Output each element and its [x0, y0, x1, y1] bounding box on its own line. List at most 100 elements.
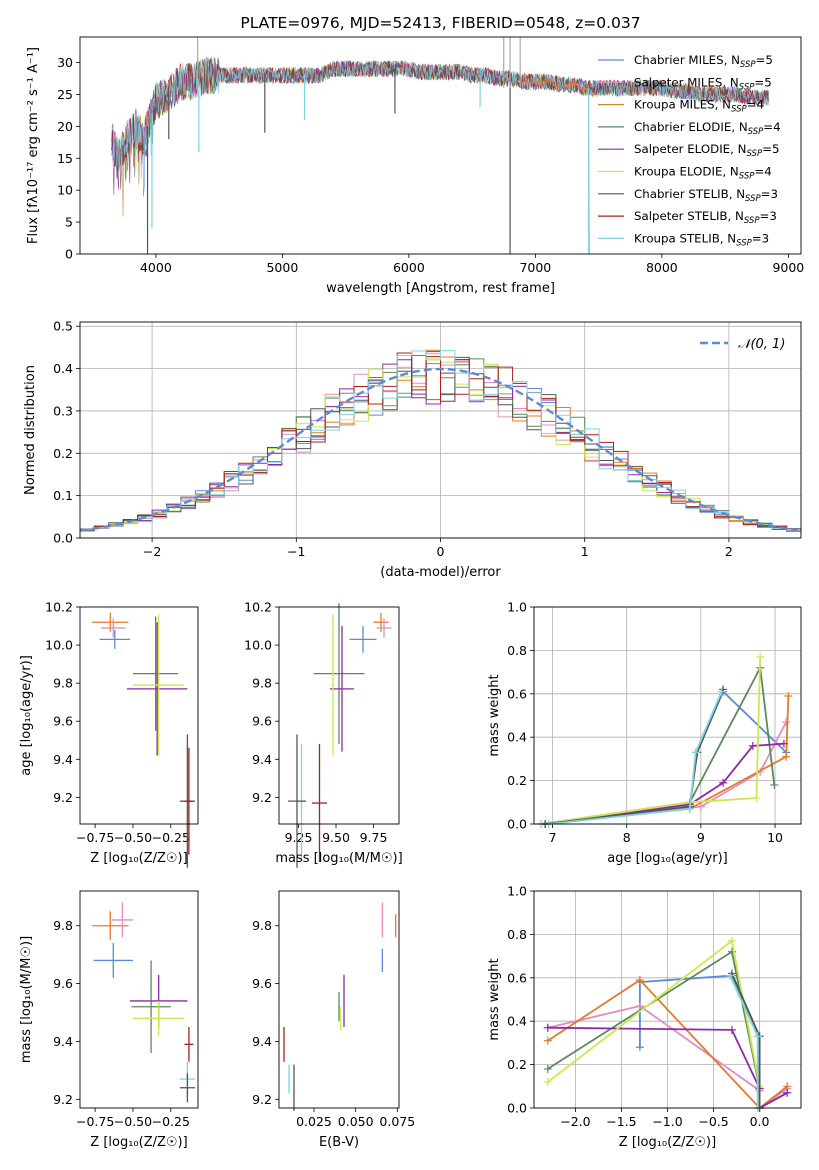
axes-frame	[278, 890, 400, 1109]
y-axis-label: mass [log₁₀(M/M☉)]	[19, 936, 34, 1063]
axes-frame	[533, 890, 802, 1109]
x-tick-label: −1.0	[652, 1114, 682, 1129]
mass-weight-vs-age-panel: 7 8 9 10 0.0 0.2 0.4 0.6 0.8 1.0 age [log₁₀(age/yr…	[487, 600, 802, 866]
x-tick-label: −0.50	[114, 1114, 152, 1129]
series-marker	[635, 1002, 644, 1011]
age-vs-metallicity-panel: −0.75 −0.50 −0.25 9.2 9.4 9.6 9.8 10.0 10.2 Z [lo…	[19, 600, 199, 868]
y-tick-label: 9.2	[252, 790, 272, 805]
x-axis-label: mass [log₁₀(M/M☉)]	[275, 851, 402, 866]
y-tick-label: 0.0	[507, 1101, 527, 1116]
y-tick-label: 9.2	[53, 790, 73, 805]
x-tick-label: −1.5	[606, 1114, 636, 1129]
series-marker	[719, 778, 728, 787]
y-tick-label: 1.0	[507, 884, 527, 899]
data-point-salpeter-miles	[101, 618, 126, 638]
y-tick-label: 0.4	[53, 361, 73, 376]
legend-label: Salpeter MILES, NSSP=5	[634, 75, 772, 92]
x-axis-label: age [log₁₀(age/yr)]	[607, 851, 728, 866]
data-point-chabrier-miles	[93, 943, 133, 978]
legend-label-tail: =4	[763, 120, 780, 134]
legend-label-text: Salpeter STELIB, N	[634, 209, 744, 223]
x-tick-label: −0.25	[152, 1114, 190, 1129]
data-point-salpeter-stelib	[184, 1026, 194, 1062]
y-tick-label: 0.2	[507, 1057, 527, 1072]
y-tick-label: 9.4	[252, 1034, 272, 1049]
legend-label-sub: SSP	[744, 216, 760, 226]
mass-vs-ebv-panel: 0.025 0.050 0.075 9.2 9.4 9.6 9.8 E(B-V)	[252, 890, 415, 1150]
x-tick-label: 0.075	[379, 1114, 415, 1129]
x-tick-label: 0.0	[750, 1114, 770, 1129]
data-point-orange	[92, 612, 129, 632]
legend-label-sub: SSP	[736, 238, 752, 248]
error-bars	[92, 902, 195, 1103]
series-marker	[635, 975, 644, 984]
y-tick-label: 0.6	[507, 686, 527, 701]
y-axis-label: mass weight	[487, 958, 502, 1040]
x-tick-label: −0.50	[114, 830, 152, 845]
spectrum-line-kroupa-stelib	[111, 57, 770, 174]
series-marker	[748, 741, 757, 750]
x-tick-label: 9.50	[322, 830, 350, 845]
legend-label: Kroupa MILES, NSSP=4	[634, 98, 764, 115]
x-axis-label: (data-model)/error	[380, 565, 501, 580]
y-tick-label: 9.8	[252, 676, 272, 691]
x-tick-label: 5000	[266, 260, 298, 275]
legend-label-text: Chabrier STELIB, N	[634, 187, 745, 201]
x-axis-label: E(B-V)	[319, 1135, 359, 1150]
legend-label-text: Kroupa ELODIE, N	[634, 165, 739, 179]
x-tick-label: 0.050	[338, 1114, 374, 1129]
y-tick-label: 9.2	[252, 1092, 272, 1107]
series-line-chabrier-miles	[541, 690, 787, 825]
series-marker	[635, 1043, 644, 1052]
y-axis-label: mass weight	[487, 674, 502, 756]
y-tick-label: 10	[57, 183, 73, 198]
series-marker	[691, 748, 700, 757]
data-point-salpeter-elodie	[330, 626, 354, 752]
series-marker	[719, 685, 728, 694]
legend-label-tail: =4	[754, 165, 771, 179]
x-tick-label: 8000	[646, 260, 678, 275]
legend-label-sub: SSP	[740, 60, 756, 70]
series-marker	[726, 971, 735, 980]
series-marker	[752, 793, 761, 802]
series-line-kroupa-stelib	[548, 691, 723, 825]
y-axis-label: age [log₁₀(age/yr)]	[19, 655, 34, 776]
y-tick-label: 0.1	[53, 488, 73, 503]
y-tick-label: 10.0	[244, 638, 272, 653]
data-point-chabrier-elodie	[313, 603, 365, 745]
y-tick-label: 9.6	[252, 714, 272, 729]
series-marker	[717, 687, 726, 696]
legend-label: Salpeter STELIB, NSSP=3	[634, 209, 777, 226]
y-tick-label: 9.4	[252, 752, 272, 767]
x-tick-label: 1	[581, 544, 589, 559]
x-tick-label: −0.75	[76, 1114, 114, 1129]
error-bars	[283, 902, 397, 1111]
series-marker	[543, 1036, 552, 1045]
y-tick-label: 0.0	[53, 531, 73, 546]
legend-label-text: Salpeter ELODIE, N	[634, 142, 746, 156]
legend-label-tail: =5	[762, 142, 779, 156]
spectrum-lines	[111, 37, 770, 254]
y-tick-label: 0.8	[507, 643, 527, 658]
chart-title: PLATE=0976, MJD=52413, FIBERID=0548, z=0…	[240, 14, 640, 32]
y-tick-label: 0.2	[53, 446, 73, 461]
x-axis-label: Z [log₁₀(Z/Z☉)]	[90, 851, 187, 866]
legend-label: Kroupa STELIB, NSSP=3	[634, 231, 769, 248]
series-marker	[543, 1023, 552, 1032]
legend-label-tail: =3	[761, 187, 778, 201]
legend-label-tail: =3	[752, 231, 769, 245]
y-tick-label: 9.8	[53, 918, 73, 933]
y-tick-label: 0.4	[507, 1014, 527, 1029]
series-line-kroupa-elodie	[547, 939, 761, 1108]
series-marker	[543, 1064, 552, 1073]
axes-frame	[278, 606, 400, 825]
legend-label-text: Kroupa MILES, N	[634, 98, 731, 112]
series-marker	[779, 739, 788, 748]
series-marker	[770, 780, 779, 789]
histograms	[80, 349, 801, 534]
normal-curve	[80, 367, 799, 532]
x-tick-label: 9000	[772, 260, 804, 275]
y-tick-label: 25	[57, 87, 73, 102]
x-tick-label: 7000	[519, 260, 551, 275]
